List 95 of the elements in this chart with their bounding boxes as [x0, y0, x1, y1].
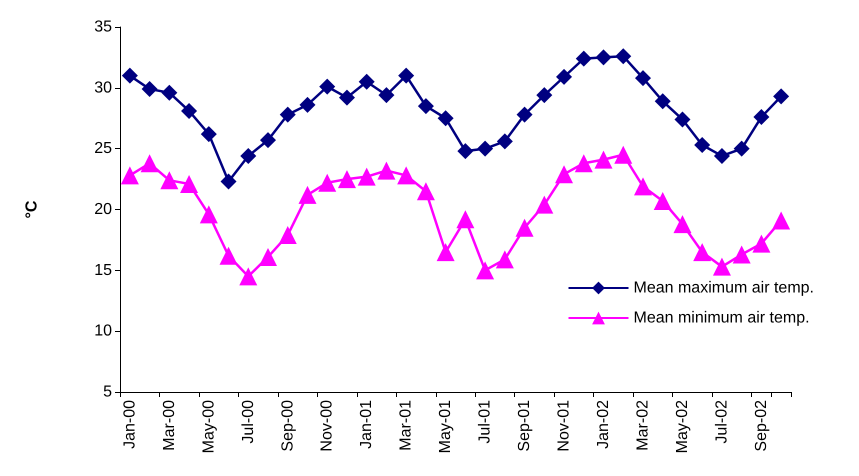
point — [752, 234, 770, 253]
point — [260, 132, 276, 148]
legend-label: Mean minimum air temp. — [634, 310, 810, 326]
point — [694, 137, 710, 154]
point — [594, 150, 613, 169]
point — [200, 126, 217, 142]
point — [654, 93, 671, 110]
point — [614, 146, 632, 164]
point — [397, 166, 416, 184]
y-tick-label: 5 — [103, 384, 112, 400]
point — [378, 87, 394, 104]
point — [772, 211, 790, 230]
point — [536, 87, 552, 104]
x-tick-label: Sep-02 — [752, 400, 770, 452]
point — [161, 84, 178, 101]
point — [574, 154, 593, 172]
point — [280, 106, 296, 123]
point — [496, 133, 513, 150]
point — [122, 68, 138, 84]
point — [576, 50, 592, 67]
point — [398, 68, 414, 84]
point — [180, 174, 198, 193]
x-tick-label: May-01 — [437, 400, 454, 454]
y-tick-label: 10 — [94, 322, 112, 340]
point — [377, 162, 396, 180]
point — [278, 226, 297, 244]
point — [338, 90, 355, 106]
x-tick-label: Mar-00 — [160, 400, 178, 451]
point — [319, 78, 336, 95]
point — [773, 88, 790, 104]
point — [674, 111, 690, 128]
point — [358, 74, 375, 90]
point — [673, 215, 692, 234]
point — [240, 148, 256, 164]
point — [457, 143, 474, 160]
x-tick-label: Sep-00 — [279, 400, 296, 452]
point — [476, 261, 494, 280]
x-tick-label: Jul-01 — [476, 400, 494, 444]
point — [693, 243, 712, 262]
x-tick-label: Mar-02 — [634, 400, 652, 451]
point — [615, 48, 632, 64]
y-tick-label: 15 — [94, 262, 112, 279]
point — [338, 170, 356, 188]
x-tick-label: Jul-02 — [713, 400, 730, 444]
point — [318, 174, 336, 192]
point — [712, 258, 731, 276]
point — [634, 70, 651, 86]
x-tick-label: Jan-02 — [595, 400, 612, 449]
point — [753, 109, 770, 126]
x-tick-label: Jan-01 — [358, 400, 376, 449]
point — [416, 182, 435, 200]
point — [140, 154, 159, 172]
x-tick-label: Mar-01 — [398, 400, 415, 451]
point — [596, 49, 612, 66]
x-tick-label: Nov-00 — [318, 400, 336, 452]
point — [418, 98, 434, 114]
point — [259, 248, 278, 266]
x-tick-label: May-00 — [200, 400, 218, 454]
y-axis-title: °C — [24, 200, 40, 218]
point — [555, 165, 574, 184]
x-tick-label: Jan-00 — [121, 400, 138, 449]
point — [734, 140, 750, 157]
x-tick-label: Nov-01 — [556, 400, 573, 452]
point — [477, 140, 494, 157]
point — [120, 166, 139, 184]
y-tick-label: 30 — [94, 79, 112, 96]
point — [298, 186, 316, 204]
point — [496, 250, 514, 268]
y-tick-label: 25 — [94, 140, 112, 158]
point — [181, 102, 198, 119]
point — [142, 81, 158, 98]
point — [160, 171, 178, 190]
point — [200, 205, 218, 224]
point — [556, 68, 572, 85]
point — [358, 168, 376, 186]
x-tick-label: Jul-00 — [240, 400, 257, 444]
point — [438, 110, 454, 126]
point — [299, 96, 316, 113]
point — [516, 106, 533, 123]
point — [220, 246, 238, 265]
y-tick-label: 35 — [94, 18, 112, 36]
x-tick-label: May-02 — [674, 400, 691, 454]
point — [456, 210, 474, 228]
y-tick-label: 20 — [94, 201, 112, 218]
point — [220, 174, 237, 190]
point — [654, 192, 672, 210]
point — [714, 148, 730, 164]
legend-label: Mean maximum air temp. — [634, 280, 814, 296]
x-tick-label: Sep-01 — [516, 400, 534, 452]
point — [535, 196, 554, 214]
point — [436, 243, 455, 262]
point — [239, 267, 258, 286]
point — [516, 218, 534, 237]
point — [732, 246, 751, 264]
point — [634, 177, 652, 196]
